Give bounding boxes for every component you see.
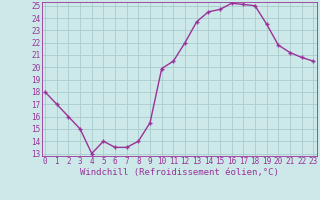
X-axis label: Windchill (Refroidissement éolien,°C): Windchill (Refroidissement éolien,°C) bbox=[80, 168, 279, 177]
